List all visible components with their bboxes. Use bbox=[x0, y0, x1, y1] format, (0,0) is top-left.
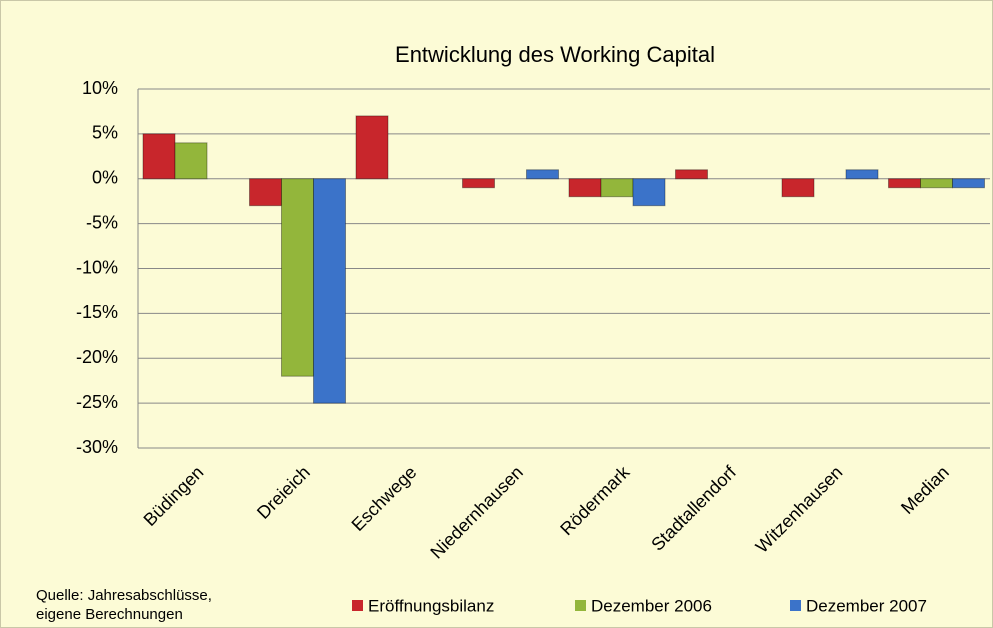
bar bbox=[568, 178, 602, 198]
legend-swatch bbox=[352, 600, 363, 611]
bar bbox=[526, 169, 559, 180]
bar bbox=[632, 178, 666, 207]
y-tick-label: 10% bbox=[82, 78, 118, 98]
bar bbox=[174, 142, 208, 180]
bar bbox=[249, 178, 282, 207]
legend-label: Eröffnungsbilanz bbox=[368, 596, 494, 615]
bar bbox=[888, 178, 921, 189]
bar bbox=[355, 115, 389, 180]
bar bbox=[600, 178, 634, 198]
bar bbox=[920, 178, 953, 189]
source-line: Quelle: Jahresabschlüsse, bbox=[36, 587, 212, 604]
bar bbox=[313, 178, 346, 404]
chart-title: Entwicklung des Working Capital bbox=[395, 42, 715, 67]
y-tick-label: -30% bbox=[76, 437, 118, 457]
bar bbox=[781, 178, 815, 198]
bar bbox=[142, 133, 176, 180]
legend-label: Dezember 2006 bbox=[591, 596, 712, 615]
bar bbox=[952, 178, 985, 189]
y-tick-label: -20% bbox=[76, 347, 118, 367]
bar bbox=[845, 169, 879, 180]
y-tick-label: 5% bbox=[92, 123, 118, 143]
legend-swatch bbox=[790, 600, 801, 611]
y-tick-label: -5% bbox=[86, 212, 118, 232]
y-tick-label: -25% bbox=[76, 392, 118, 412]
legend-label: Dezember 2007 bbox=[806, 596, 927, 615]
legend-swatch bbox=[575, 600, 586, 611]
bar bbox=[281, 178, 314, 377]
bar bbox=[462, 178, 495, 189]
bar bbox=[675, 169, 708, 180]
y-tick-label: -10% bbox=[76, 257, 118, 277]
source-line: eigene Berechnungen bbox=[36, 606, 183, 623]
y-tick-label: -15% bbox=[76, 302, 118, 322]
y-tick-label: 0% bbox=[92, 168, 118, 188]
